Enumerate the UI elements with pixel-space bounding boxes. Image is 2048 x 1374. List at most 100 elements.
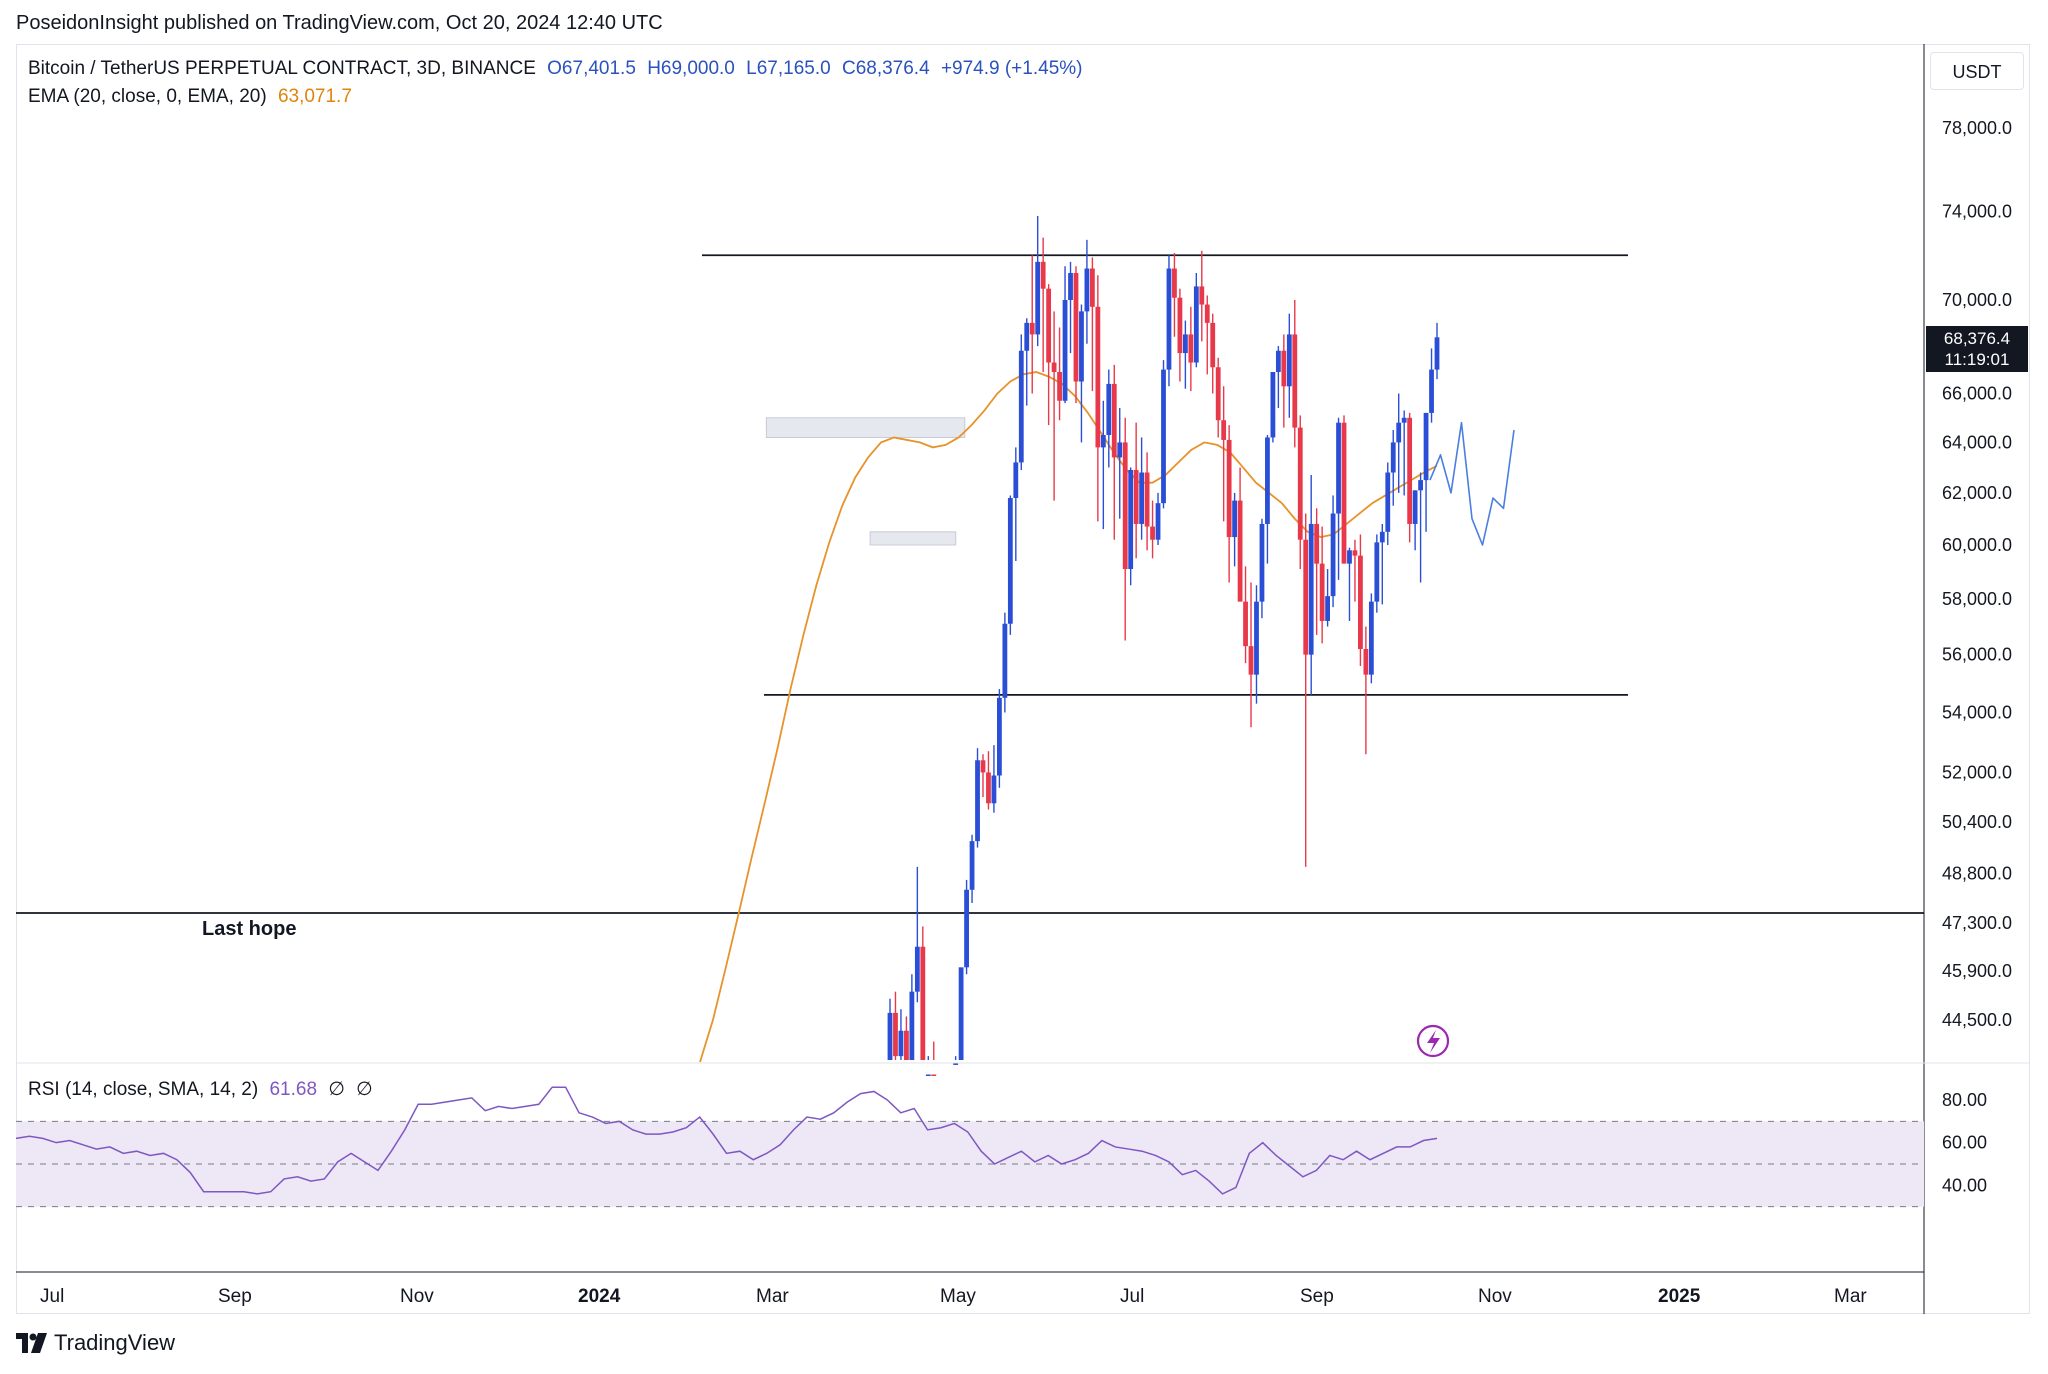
- candle-body: [975, 760, 980, 842]
- candle-body: [991, 775, 997, 804]
- price-axis-label: 78,000.0: [1942, 118, 2012, 138]
- candle-body: [898, 1030, 904, 1057]
- candle-body: [1314, 523, 1320, 564]
- price-axis-label: 52,000.0: [1942, 762, 2012, 782]
- candle-body: [914, 946, 920, 992]
- candle-body: [1418, 480, 1423, 491]
- candle-body: [953, 1063, 959, 1065]
- candle-body: [1150, 526, 1155, 540]
- publisher-line: PoseidonInsight published on TradingView…: [16, 12, 663, 34]
- candle-body: [1281, 350, 1287, 387]
- candle-body: [1172, 268, 1177, 298]
- currency-button[interactable]: USDT: [1930, 52, 2024, 90]
- projection-polyline: [1429, 421, 1515, 546]
- candle-body: [1374, 542, 1380, 602]
- ema-line: [699, 371, 1438, 1063]
- lightning-icon[interactable]: [1416, 1024, 1450, 1058]
- candle-body: [1297, 427, 1303, 540]
- rsi-label[interactable]: RSI (14, close, SMA, 14, 2): [28, 1079, 259, 1100]
- candle-body: [909, 991, 915, 1060]
- candle-body: [969, 841, 975, 890]
- ohlc-change: +974.9 (+1.45%): [940, 58, 1083, 79]
- last-hope-label: Last hope: [202, 918, 296, 940]
- candle-body: [1226, 439, 1232, 538]
- candle-body: [1215, 367, 1221, 421]
- candle-body: [1423, 412, 1429, 481]
- candle-body: [1368, 601, 1374, 675]
- rsi-line: [15, 1086, 1438, 1195]
- price-axis-label: 50,400.0: [1942, 812, 2012, 832]
- rsi-axis-label: 40.00: [1942, 1175, 1987, 1195]
- candle-body: [1128, 469, 1134, 570]
- candle-body: [1199, 286, 1205, 305]
- price-axis-label: 58,000.0: [1942, 589, 2012, 609]
- candle-body: [997, 697, 1002, 776]
- candle-body: [920, 946, 926, 1060]
- candle-body: [1133, 469, 1139, 524]
- candle-body: [1232, 500, 1238, 538]
- candle-body: [1210, 322, 1216, 368]
- candle-body: [1073, 272, 1079, 382]
- candle-body: [1248, 646, 1254, 675]
- candle-body: [1089, 268, 1095, 307]
- candle-body: [1347, 550, 1352, 564]
- rsi-axis: 80.00 60.00 40.00: [1942, 1090, 1987, 1195]
- time-axis-label: Jul: [1120, 1286, 1144, 1307]
- candle-body: [1029, 322, 1035, 335]
- candle-body: [1084, 268, 1090, 312]
- price-axis-label: 64,000.0: [1942, 432, 2012, 452]
- zones: [765, 417, 966, 546]
- candle-body: [1057, 371, 1062, 401]
- symbol-name[interactable]: Bitcoin / TetherUS PERPETUAL CONTRACT, 3…: [28, 58, 536, 79]
- price-axis-label: 54,000.0: [1942, 702, 2012, 722]
- time-axis-label: Nov: [1478, 1286, 1512, 1307]
- ema-label[interactable]: EMA (20, close, 0, EMA, 20): [28, 86, 267, 107]
- candle-body: [1265, 437, 1270, 524]
- candle-body: [1275, 350, 1281, 372]
- candle-body: [980, 760, 986, 773]
- rsi-axis-label: 80.00: [1942, 1090, 1987, 1110]
- price-axis-label: 62,000.0: [1942, 483, 2012, 503]
- ohlc-high: H69,000.0: [647, 58, 735, 79]
- candle-body: [1390, 442, 1396, 473]
- candle-body: [1182, 334, 1188, 354]
- candle-body: [1412, 490, 1418, 524]
- time-axis-label: Nov: [400, 1286, 434, 1307]
- last-price: 68,376.4: [1943, 329, 2011, 348]
- rsi-value: 61.68: [269, 1079, 318, 1100]
- candle-body: [1035, 261, 1041, 335]
- candle-body: [1068, 272, 1073, 300]
- candle-body: [958, 967, 964, 1060]
- candle-body: [1407, 417, 1413, 524]
- tradingview-wordmark: TradingView: [54, 1330, 176, 1355]
- candle-body: [1051, 362, 1057, 372]
- price-axis-label: 70,000.0: [1942, 290, 2012, 310]
- candle-body: [904, 1030, 909, 1060]
- bar-countdown: 11:19:01: [1944, 350, 2010, 369]
- price-axis: 78,000.0 74,000.0 70,000.0 66,000.0 64,000.0…: [1942, 118, 2012, 1030]
- ohlc-close: C68,376.4: [841, 58, 930, 79]
- candle-body: [1018, 350, 1024, 463]
- time-axis-label: 2025: [1658, 1286, 1701, 1307]
- time-axis-label: Mar: [1834, 1286, 1867, 1307]
- candle-body: [1352, 550, 1358, 556]
- tradingview-logo[interactable]: TradingView: [16, 1330, 175, 1356]
- candle-body: [1325, 596, 1330, 621]
- candle-body: [1095, 306, 1101, 448]
- candle-body: [1013, 462, 1019, 499]
- price-axis-label: 74,000.0: [1942, 202, 2012, 222]
- candle-body: [1155, 503, 1161, 540]
- candle-body: [1379, 531, 1385, 543]
- price-axis-label: 56,000.0: [1942, 645, 2012, 665]
- candle-body: [931, 1074, 937, 1076]
- ema-value: 63,071.7: [277, 86, 352, 107]
- symbol-legend: Bitcoin / TetherUS PERPETUAL CONTRACT, 3…: [28, 58, 1082, 80]
- candle-body: [1363, 648, 1369, 675]
- candle-body: [925, 1074, 931, 1076]
- candle-body: [1237, 500, 1243, 602]
- time-axis-label: Mar: [756, 1286, 789, 1307]
- time-axis-label: May: [940, 1286, 976, 1307]
- levels: [16, 254, 1924, 914]
- candle-body: [1259, 523, 1265, 602]
